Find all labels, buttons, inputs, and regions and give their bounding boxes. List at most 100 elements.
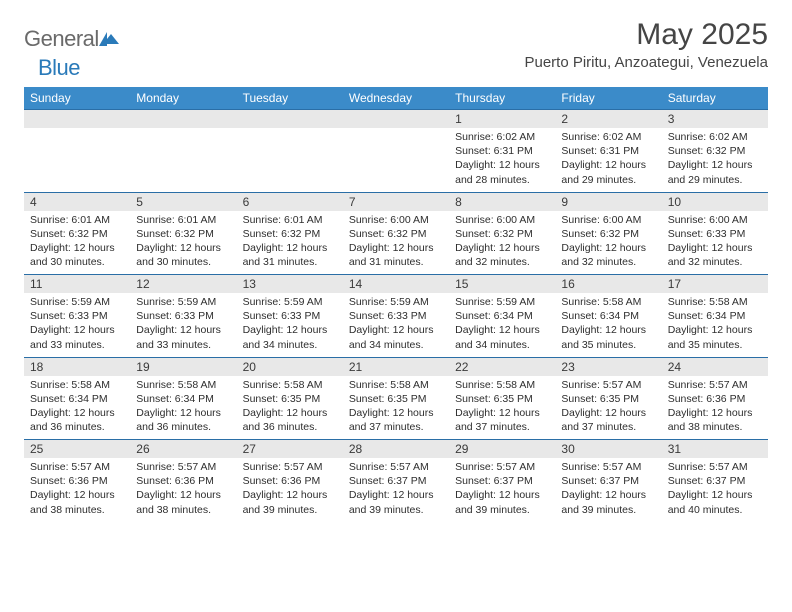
day1-text: Daylight: 12 hours	[668, 488, 762, 502]
day1-text: Daylight: 12 hours	[349, 488, 443, 502]
day-number: 20	[237, 357, 343, 376]
sunset-text: Sunset: 6:35 PM	[455, 392, 549, 406]
location-text: Puerto Piritu, Anzoategui, Venezuela	[524, 54, 768, 71]
day-cell: Sunrise: 5:57 AMSunset: 6:36 PMDaylight:…	[24, 458, 130, 522]
sunset-text: Sunset: 6:35 PM	[561, 392, 655, 406]
sunrise-text: Sunrise: 5:57 AM	[668, 460, 762, 474]
day1-text: Daylight: 12 hours	[455, 158, 549, 172]
day-number	[24, 110, 130, 129]
sunrise-text: Sunrise: 5:59 AM	[243, 295, 337, 309]
daynum-row: 18192021222324	[24, 357, 768, 376]
day2-text: and 39 minutes.	[561, 503, 655, 517]
day-number: 11	[24, 275, 130, 294]
day-number: 7	[343, 192, 449, 211]
day-cell: Sunrise: 6:01 AMSunset: 6:32 PMDaylight:…	[24, 211, 130, 275]
sunrise-text: Sunrise: 5:57 AM	[30, 460, 124, 474]
day2-text: and 36 minutes.	[136, 420, 230, 434]
day-cell	[24, 128, 130, 192]
day2-text: and 31 minutes.	[349, 255, 443, 269]
sunset-text: Sunset: 6:33 PM	[243, 309, 337, 323]
sunrise-text: Sunrise: 5:59 AM	[349, 295, 443, 309]
day-cell: Sunrise: 5:58 AMSunset: 6:35 PMDaylight:…	[237, 376, 343, 440]
day-cell	[343, 128, 449, 192]
day1-text: Daylight: 12 hours	[561, 323, 655, 337]
title-block: May 2025 Puerto Piritu, Anzoategui, Vene…	[524, 18, 768, 71]
day1-text: Daylight: 12 hours	[455, 241, 549, 255]
day2-text: and 32 minutes.	[561, 255, 655, 269]
day1-text: Daylight: 12 hours	[136, 241, 230, 255]
day-cell: Sunrise: 5:58 AMSunset: 6:34 PMDaylight:…	[662, 293, 768, 357]
day-number: 3	[662, 110, 768, 129]
sunset-text: Sunset: 6:37 PM	[455, 474, 549, 488]
sunset-text: Sunset: 6:32 PM	[455, 227, 549, 241]
day-number: 5	[130, 192, 236, 211]
col-thursday: Thursday	[449, 87, 555, 110]
col-sunday: Sunday	[24, 87, 130, 110]
sail-icon	[103, 34, 119, 44]
day-number: 26	[130, 440, 236, 459]
sunset-text: Sunset: 6:37 PM	[561, 474, 655, 488]
day-number: 29	[449, 440, 555, 459]
day1-text: Daylight: 12 hours	[349, 406, 443, 420]
day1-text: Daylight: 12 hours	[243, 488, 337, 502]
sunrise-text: Sunrise: 5:58 AM	[668, 295, 762, 309]
sunset-text: Sunset: 6:32 PM	[30, 227, 124, 241]
day2-text: and 33 minutes.	[136, 338, 230, 352]
day-number: 27	[237, 440, 343, 459]
day-cell: Sunrise: 5:57 AMSunset: 6:36 PMDaylight:…	[237, 458, 343, 522]
day-number: 17	[662, 275, 768, 294]
day-number: 6	[237, 192, 343, 211]
day1-text: Daylight: 12 hours	[455, 323, 549, 337]
day-number: 31	[662, 440, 768, 459]
day-number: 28	[343, 440, 449, 459]
day-number: 2	[555, 110, 661, 129]
day-number: 24	[662, 357, 768, 376]
day-number: 14	[343, 275, 449, 294]
sunrise-text: Sunrise: 5:58 AM	[243, 378, 337, 392]
sunset-text: Sunset: 6:34 PM	[668, 309, 762, 323]
day-number: 9	[555, 192, 661, 211]
sunset-text: Sunset: 6:33 PM	[136, 309, 230, 323]
sunrise-text: Sunrise: 5:57 AM	[136, 460, 230, 474]
day1-text: Daylight: 12 hours	[349, 323, 443, 337]
day1-text: Daylight: 12 hours	[349, 241, 443, 255]
day-cell: Sunrise: 5:59 AMSunset: 6:33 PMDaylight:…	[130, 293, 236, 357]
day2-text: and 30 minutes.	[30, 255, 124, 269]
day-cell: Sunrise: 6:02 AMSunset: 6:31 PMDaylight:…	[555, 128, 661, 192]
day-cell: Sunrise: 5:58 AMSunset: 6:34 PMDaylight:…	[555, 293, 661, 357]
day-number	[343, 110, 449, 129]
sunset-text: Sunset: 6:34 PM	[455, 309, 549, 323]
day2-text: and 39 minutes.	[349, 503, 443, 517]
sunrise-text: Sunrise: 6:02 AM	[668, 130, 762, 144]
sunset-text: Sunset: 6:36 PM	[30, 474, 124, 488]
day-number	[237, 110, 343, 129]
day-number: 15	[449, 275, 555, 294]
sunset-text: Sunset: 6:33 PM	[30, 309, 124, 323]
day2-text: and 37 minutes.	[561, 420, 655, 434]
day-cell: Sunrise: 6:00 AMSunset: 6:33 PMDaylight:…	[662, 211, 768, 275]
day2-text: and 33 minutes.	[30, 338, 124, 352]
day-number: 1	[449, 110, 555, 129]
day1-text: Daylight: 12 hours	[561, 488, 655, 502]
sunrise-text: Sunrise: 5:58 AM	[349, 378, 443, 392]
sunrise-text: Sunrise: 5:57 AM	[455, 460, 549, 474]
day2-text: and 29 minutes.	[668, 173, 762, 187]
daynum-row: 45678910	[24, 192, 768, 211]
day-cell: Sunrise: 6:00 AMSunset: 6:32 PMDaylight:…	[343, 211, 449, 275]
day-cell: Sunrise: 6:00 AMSunset: 6:32 PMDaylight:…	[555, 211, 661, 275]
sunrise-text: Sunrise: 6:01 AM	[243, 213, 337, 227]
day2-text: and 39 minutes.	[243, 503, 337, 517]
sunrise-text: Sunrise: 6:02 AM	[561, 130, 655, 144]
day-number: 4	[24, 192, 130, 211]
sunset-text: Sunset: 6:32 PM	[349, 227, 443, 241]
day1-text: Daylight: 12 hours	[243, 323, 337, 337]
sunrise-text: Sunrise: 5:57 AM	[561, 378, 655, 392]
brand-logo: General	[24, 18, 121, 52]
data-row: Sunrise: 5:57 AMSunset: 6:36 PMDaylight:…	[24, 458, 768, 522]
sunrise-text: Sunrise: 6:00 AM	[668, 213, 762, 227]
day1-text: Daylight: 12 hours	[561, 241, 655, 255]
day-cell	[130, 128, 236, 192]
day2-text: and 37 minutes.	[349, 420, 443, 434]
day2-text: and 35 minutes.	[561, 338, 655, 352]
day2-text: and 32 minutes.	[455, 255, 549, 269]
